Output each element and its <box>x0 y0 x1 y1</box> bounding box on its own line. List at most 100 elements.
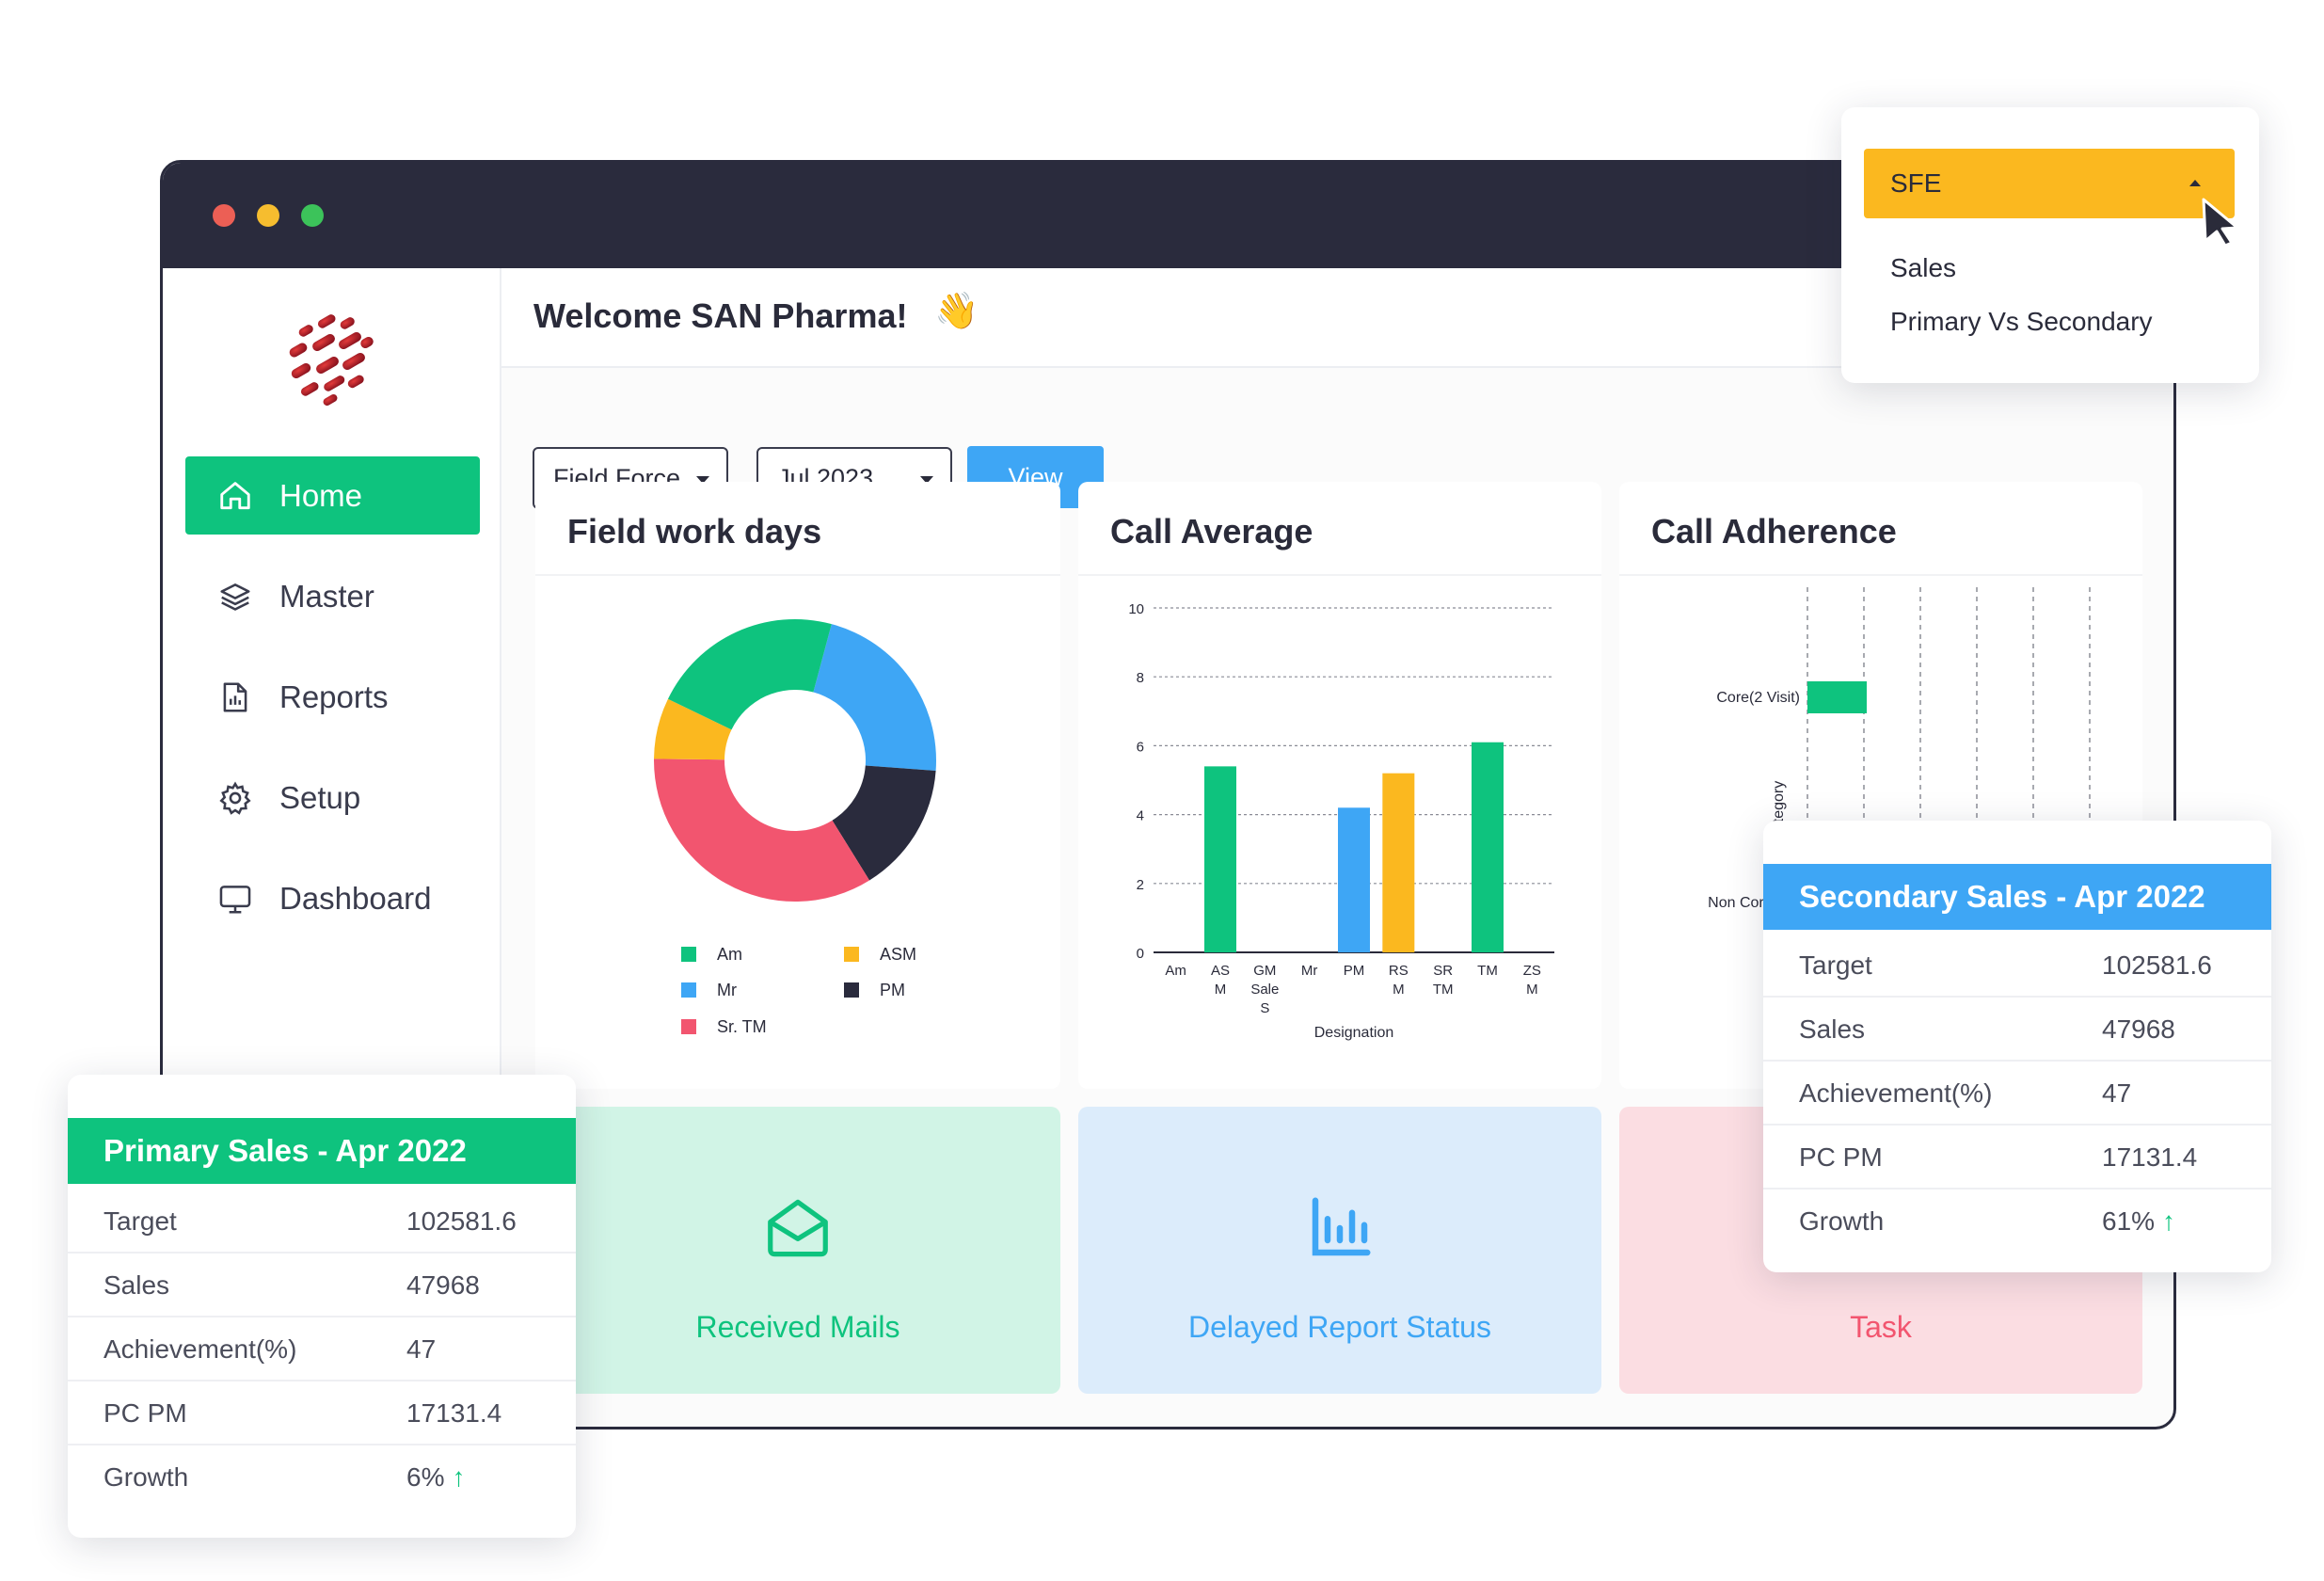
row-label: Achievement(%) <box>103 1334 297 1364</box>
sfe-option-sales[interactable]: Sales <box>1890 253 1957 282</box>
row-value: 6% <box>406 1462 445 1492</box>
field-work-days-chart: Am ASM Mr PM Sr. TM <box>654 619 936 1036</box>
table-row: Target 102581.6 <box>1763 934 2271 998</box>
sidebar-item-label: Setup <box>279 779 361 815</box>
table-row: Target 102581.6 <box>68 1190 576 1254</box>
card-title: Field work days <box>567 512 822 551</box>
mouse-cursor-icon <box>2202 198 2239 248</box>
row-value: 17131.4 <box>406 1398 502 1428</box>
received-mails-tile[interactable]: Received Mails <box>535 1107 1060 1394</box>
card-title: Call Average <box>1110 512 1313 551</box>
row-value: 61% <box>2102 1206 2156 1236</box>
x-tick-label: S <box>1260 1000 1269 1016</box>
row-label: Target <box>1799 950 1872 980</box>
legend-swatch <box>681 947 696 962</box>
close-window-button[interactable] <box>213 204 235 227</box>
sfe-select[interactable]: SFE <box>1864 149 2235 218</box>
sidebar-item-setup[interactable]: Setup <box>185 759 480 837</box>
bar-tm <box>1472 742 1504 952</box>
maximize-window-button[interactable] <box>301 204 324 227</box>
x-tick-label: ZS <box>1523 963 1541 979</box>
san-pharma-logo <box>289 314 374 406</box>
sfe-dropdown-menu: SFE Sales Primary Vs Secondary <box>1841 107 2259 383</box>
pie-slice-pm <box>832 765 936 881</box>
divider <box>1078 574 1601 576</box>
row-label: Sales <box>1799 1014 1866 1044</box>
row-label: Growth <box>1799 1206 1885 1236</box>
x-tick-label: AS <box>1211 963 1230 979</box>
bar-rsm <box>1382 773 1415 952</box>
chevron-down-icon <box>696 476 709 484</box>
waving-hand-icon: 👋 <box>934 292 979 331</box>
call-average-chart: 0 2 4 6 8 10 Am AS M GM Sale S Mr PM RS M SR TM TM ZS M Desig… <box>1128 601 1554 1041</box>
y-tick-label: 4 <box>1137 808 1144 824</box>
y-tick-label: 2 <box>1137 877 1144 893</box>
sidebar-item-dashboard[interactable]: Dashboard <box>185 859 480 937</box>
sidebar-item-home[interactable]: Home <box>185 456 480 535</box>
legend-label: Sr. TM <box>717 1017 767 1036</box>
row-label: Target <box>103 1206 177 1236</box>
y-tick-label: 10 <box>1128 601 1144 617</box>
sidebar-item-label: Master <box>279 578 374 614</box>
bar-pm <box>1338 807 1370 952</box>
sfe-selected-value: SFE <box>1890 168 1942 198</box>
layers-icon <box>217 579 253 615</box>
y-tick-label: 8 <box>1137 670 1144 686</box>
table-row: Sales 47968 <box>1763 998 2271 1062</box>
sfe-option-primary-vs-secondary[interactable]: Primary Vs Secondary <box>1890 307 2153 336</box>
row-label: Growth <box>103 1462 189 1492</box>
legend-swatch <box>844 982 859 998</box>
x-tick-label: Mr <box>1301 963 1318 979</box>
page-title: Welcome SAN Pharma! <box>533 296 908 335</box>
delayed-report-status-tile[interactable]: Delayed Report Status <box>1078 1107 1601 1394</box>
gear-icon <box>217 780 253 816</box>
legend-swatch <box>844 947 859 962</box>
tile-label: Received Mails <box>695 1310 900 1344</box>
pie-slice-mr <box>813 624 936 771</box>
x-tick-label: TM <box>1477 963 1498 979</box>
row-value: 102581.6 <box>2102 950 2212 980</box>
row-value: 17131.4 <box>2102 1142 2198 1172</box>
bar-corevisit <box>1807 681 1867 713</box>
home-icon <box>217 478 253 514</box>
x-tick-label: TM <box>1433 982 1454 998</box>
legend-swatch <box>681 982 696 998</box>
legend-label: PM <box>880 981 905 999</box>
sidebar-item-label: Home <box>279 477 363 513</box>
legend-swatch <box>681 1019 696 1034</box>
x-tick-label: M <box>1215 982 1227 998</box>
legend-label: Am <box>717 945 742 964</box>
sidebar-item-master[interactable]: Master <box>185 557 480 635</box>
monitor-icon <box>217 881 253 917</box>
arrow-up-icon: ↑ <box>452 1462 466 1492</box>
y-axis-label: tegory <box>1771 781 1787 822</box>
minimize-window-button[interactable] <box>257 204 279 227</box>
table-row: Growth 6% ↑ <box>68 1445 576 1509</box>
table-row: PC PM 17131.4 <box>1763 1126 2271 1190</box>
row-value: 47 <box>2102 1078 2132 1108</box>
x-tick-label: M <box>1526 982 1538 998</box>
y-tick-label: Core(2 Visit) <box>1716 690 1800 706</box>
x-tick-label: M <box>1393 982 1405 998</box>
x-tick-label: Sale <box>1250 982 1279 998</box>
legend-label: ASM <box>880 945 916 964</box>
divider <box>1619 574 2142 576</box>
bar-chart-icon <box>1312 1197 1371 1256</box>
panel-title: Secondary Sales - Apr 2022 <box>1763 864 2271 930</box>
x-axis-label: Designation <box>1314 1025 1394 1041</box>
row-value: 47968 <box>2102 1014 2175 1044</box>
x-tick-label: PM <box>1344 963 1365 979</box>
title-bar <box>163 163 2173 268</box>
pie-slice-asm <box>654 698 732 760</box>
x-tick-label: SR <box>1433 963 1453 979</box>
sidebar-item-reports[interactable]: Reports <box>185 658 480 736</box>
card-title: Call Adherence <box>1651 512 1897 551</box>
mail-open-icon <box>768 1199 828 1257</box>
row-label: Achievement(%) <box>1799 1078 1993 1108</box>
table-row: Sales 47968 <box>68 1254 576 1318</box>
y-tick-label: 0 <box>1137 946 1144 962</box>
primary-sales-panel: Primary Sales - Apr 2022 Target 102581.6… <box>68 1075 576 1538</box>
row-value: 47968 <box>406 1270 480 1300</box>
table-row: Growth 61% ↑ <box>1763 1190 2271 1254</box>
x-tick-label: GM <box>1253 963 1276 979</box>
